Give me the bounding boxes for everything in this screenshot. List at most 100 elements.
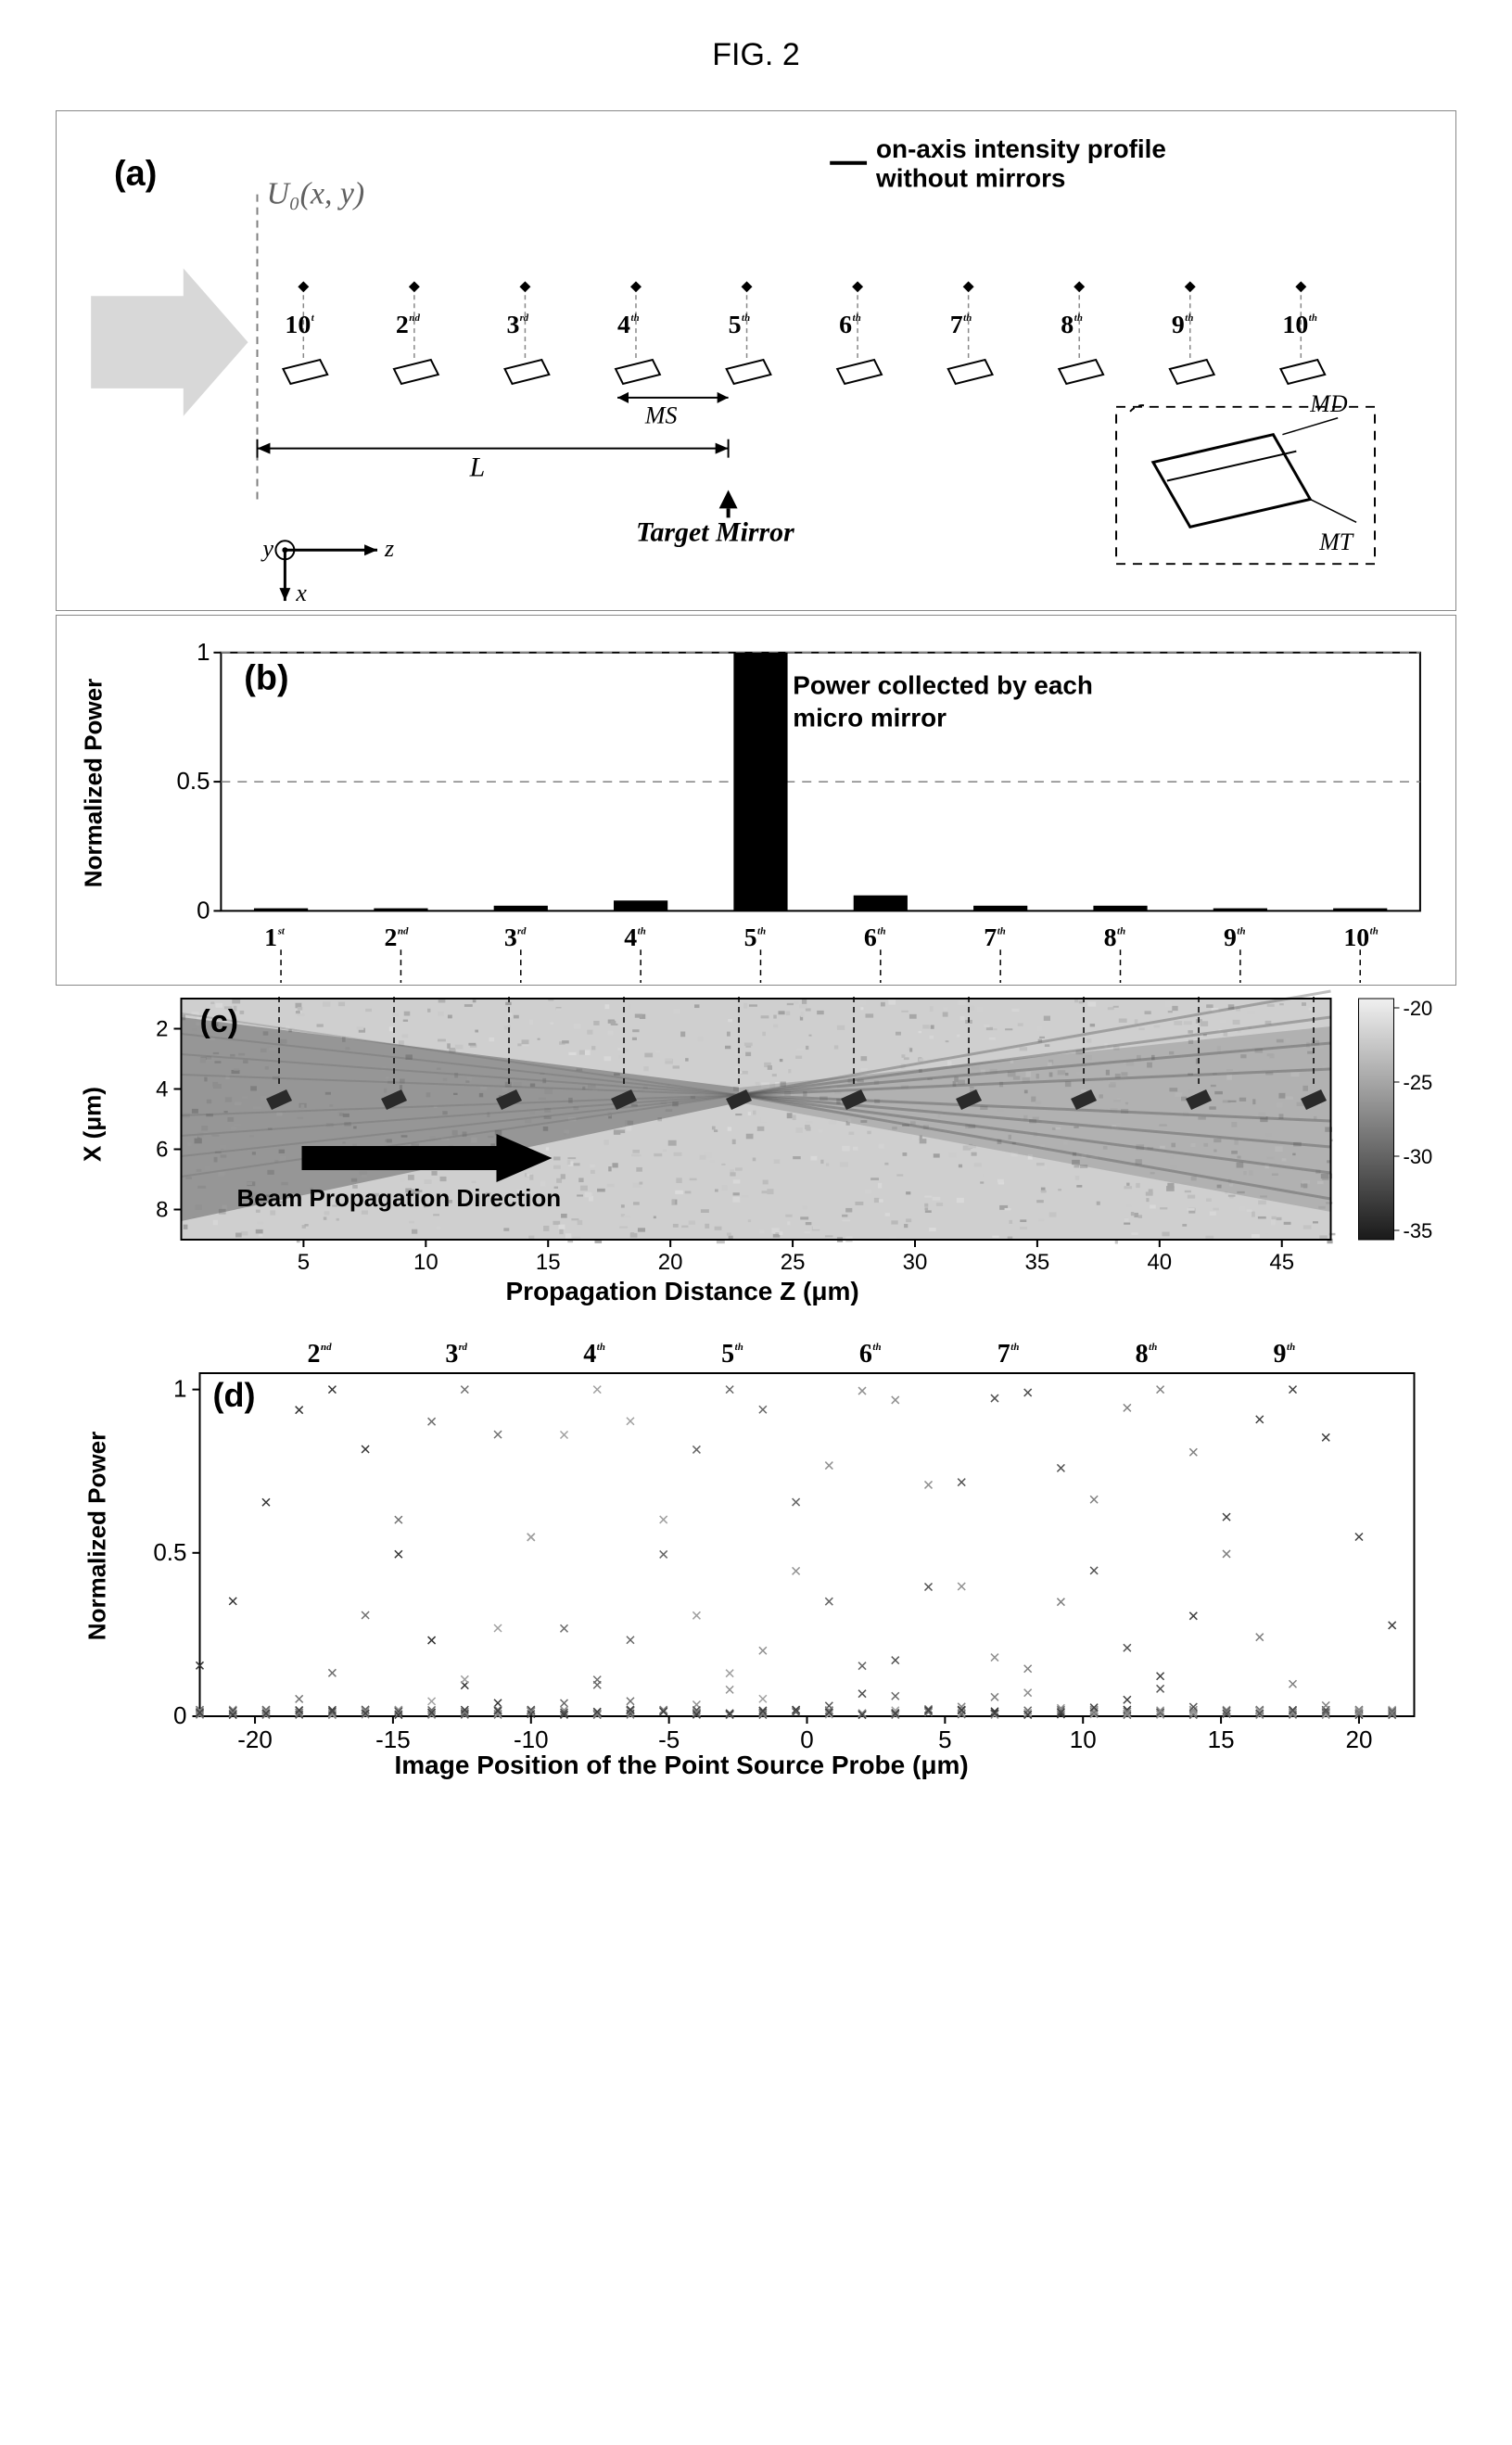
axis-z-label: z [384, 535, 394, 562]
ms-label: MS [644, 402, 678, 429]
svg-text:(d): (d) [213, 1376, 256, 1414]
axis-x-label: x [295, 579, 307, 606]
target-mirror-label: Target Mirror [636, 516, 794, 547]
panel-b-svg: 00.511ˢᵗ2ⁿᵈ3ʳᵈ4ᵗʰ5ᵗʰ6ᵗʰ7ᵗʰ8ᵗʰ9ᵗʰ10ᵗʰ Pow… [57, 616, 1455, 985]
panel-d: Normalized Power 0 0.5 1 -20 -15 -10 -5 0 5 10 15 2… [56, 1318, 1456, 1781]
svg-text:15: 15 [1208, 1726, 1235, 1753]
propagation-heatmap: 2 4 6 8 5 10 15 20 25 30 35 40 45 Beam Propagation Di… [156, 991, 1432, 1275]
svg-text:0.5: 0.5 [153, 1538, 186, 1566]
svg-text:4ᵗʰ: 4ᵗʰ [583, 1340, 604, 1369]
axis-y-label: y [260, 535, 273, 562]
svg-text:6ᵗʰ: 6ᵗʰ [864, 923, 885, 952]
panel-d-svg: 0 0.5 1 -20 -15 -10 -5 0 5 10 15 20 2ⁿᵈ 3ʳᵈ 4ᵗʰ 5ᵗʰ 6ᵗʰ 7… [56, 1318, 1456, 1781]
svg-text:4: 4 [156, 1077, 168, 1102]
svg-text:5ᵗʰ: 5ᵗʰ [721, 1340, 743, 1369]
panel-a-label: (a) [114, 155, 157, 194]
svg-text:10: 10 [1070, 1726, 1097, 1753]
svg-text:1ˢᵗ: 1ˢᵗ [264, 923, 285, 952]
svg-text:0: 0 [800, 1726, 813, 1753]
svg-text:(c): (c) [200, 1004, 239, 1039]
svg-text:20: 20 [658, 1250, 683, 1275]
mt-label: MT [1318, 528, 1354, 555]
svg-text:9ᵗʰ: 9ᵗʰ [1172, 311, 1193, 339]
svg-text:7ᵗʰ: 7ᵗʰ [950, 311, 972, 339]
mirror-inset: MD MT [1116, 390, 1375, 564]
svg-text:5ᵗʰ: 5ᵗʰ [729, 311, 750, 339]
svg-text:6: 6 [156, 1138, 168, 1163]
panel-b: Normalized Power 0 0.5 1 1ˢᵗ 2ⁿᵈ 3ʳᵈ 4ᵗʰ 5ᵗʰ 6ᵗʰ… [56, 615, 1456, 986]
svg-text:9ᵗʰ: 9ᵗʰ [1224, 923, 1245, 952]
svg-text:0: 0 [173, 1701, 186, 1729]
svg-text:6ᵗʰ: 6ᵗʰ [859, 1340, 881, 1369]
coord-axes: y z x [260, 535, 394, 606]
svg-text:-5: -5 [658, 1726, 680, 1753]
svg-text:5ᵗʰ: 5ᵗʰ [744, 923, 766, 952]
target-mirror-arrow: Target Mirror [636, 490, 794, 547]
svg-text:8ᵗʰ: 8ᵗʰ [1104, 923, 1125, 952]
svg-text:6ᵗʰ: 6ᵗʰ [839, 311, 860, 339]
panel-a: U₀(x, y) on-axis intensity profile witho… [56, 110, 1456, 611]
svg-text:-20: -20 [237, 1726, 273, 1753]
svg-text:3ʳᵈ: 3ʳᵈ [507, 311, 529, 339]
figure-title: FIG. 2 [56, 37, 1456, 73]
svg-text:15: 15 [536, 1250, 561, 1275]
svg-text:5: 5 [298, 1250, 310, 1275]
svg-text:3ʳᵈ: 3ʳᵈ [445, 1340, 467, 1369]
svg-text:Beam Propagation Direction: Beam Propagation Direction [237, 1184, 562, 1212]
svg-text:-15: -15 [375, 1726, 411, 1753]
svg-text:20: 20 [1345, 1726, 1372, 1753]
panel-c: X (μm) 2 4 6 8 5 10 15 20 25 30 35 40 45 Beam Propaga… [56, 989, 1456, 1314]
u0-label: U₀(x, y) [266, 177, 364, 211]
svg-text:3ʳᵈ: 3ʳᵈ [504, 923, 527, 952]
panel-b-caption-2: micro mirror [793, 703, 947, 732]
panel-d-ylabel: Normalized Power [83, 1407, 112, 1666]
svg-text:4ᵗʰ: 4ᵗʰ [617, 311, 639, 339]
panel-b-label: (b) [244, 659, 288, 698]
panel-a-svg: U₀(x, y) on-axis intensity profile witho… [57, 111, 1455, 610]
l-bracket: L [258, 439, 729, 483]
mirror-array: 10ᵗ 2ⁿᵈ 3ʳᵈ 4ᵗʰ 5ᵗʰ 6ᵗʰ 7ᵗʰ 8ᵗʰ 9ᵗʰ 10ᵗʰ [283, 281, 1325, 384]
svg-text:1: 1 [197, 640, 210, 666]
svg-text:2ⁿᵈ: 2ⁿᵈ [396, 311, 420, 339]
svg-text:5: 5 [938, 1726, 951, 1753]
svg-text:8ᵗʰ: 8ᵗʰ [1136, 1340, 1157, 1369]
md-label: MD [1309, 390, 1348, 417]
panel-b-ylabel: Normalized Power [80, 663, 108, 904]
svg-text:4ᵗʰ: 4ᵗʰ [624, 923, 645, 952]
svg-text:0.5: 0.5 [177, 769, 210, 795]
svg-text:2ⁿᵈ: 2ⁿᵈ [307, 1340, 331, 1369]
ms-bracket: MS [617, 392, 729, 429]
svg-text:2ⁿᵈ: 2ⁿᵈ [385, 923, 409, 952]
svg-text:10ᵗ: 10ᵗ [285, 311, 314, 339]
svg-text:9ᵗʰ: 9ᵗʰ [1274, 1340, 1295, 1369]
svg-text:30: 30 [903, 1250, 928, 1275]
panel-d-xlabel: Image Position of the Point Source Probe… [395, 1751, 969, 1779]
legend-text-2: without mirrors [875, 164, 1065, 193]
svg-text:0: 0 [197, 898, 210, 923]
svg-text:-25: -25 [1404, 1071, 1433, 1094]
svg-text:-30: -30 [1404, 1145, 1433, 1168]
svg-text:8: 8 [156, 1198, 168, 1223]
svg-text:7ᵗʰ: 7ᵗʰ [997, 1340, 1019, 1369]
svg-text:7ᵗʰ: 7ᵗʰ [984, 923, 1005, 952]
svg-text:10: 10 [413, 1250, 438, 1275]
psf-curves: 0 0.5 1 -20 -15 -10 -5 0 5 10 15 20 2ⁿᵈ 3ʳᵈ 4ᵗʰ 5ᵗʰ 6ᵗʰ 7… [153, 1340, 1414, 1753]
svg-text:35: 35 [1025, 1250, 1050, 1275]
panel-c-svg: 2 4 6 8 5 10 15 20 25 30 35 40 45 Beam Propagation Di… [56, 989, 1456, 1314]
svg-text:-20: -20 [1404, 997, 1433, 1020]
svg-text:10ᵗʰ: 10ᵗʰ [1282, 311, 1316, 339]
svg-text:45: 45 [1269, 1250, 1294, 1275]
svg-text:1: 1 [173, 1375, 186, 1403]
l-label: L [469, 452, 486, 483]
legend-text-1: on-axis intensity profile [876, 134, 1166, 163]
svg-text:10ᵗʰ: 10ᵗʰ [1343, 923, 1378, 952]
svg-text:40: 40 [1147, 1250, 1172, 1275]
panel-c-xlabel: Propagation Distance Z (μm) [506, 1277, 859, 1305]
panel-c-ylabel: X (μm) [79, 1060, 108, 1190]
svg-text:8ᵗʰ: 8ᵗʰ [1061, 311, 1082, 339]
svg-text:25: 25 [781, 1250, 806, 1275]
svg-text:-10: -10 [514, 1726, 549, 1753]
input-arrow-icon [91, 268, 248, 415]
svg-text:2: 2 [156, 1017, 168, 1042]
svg-text:-35: -35 [1404, 1219, 1433, 1242]
